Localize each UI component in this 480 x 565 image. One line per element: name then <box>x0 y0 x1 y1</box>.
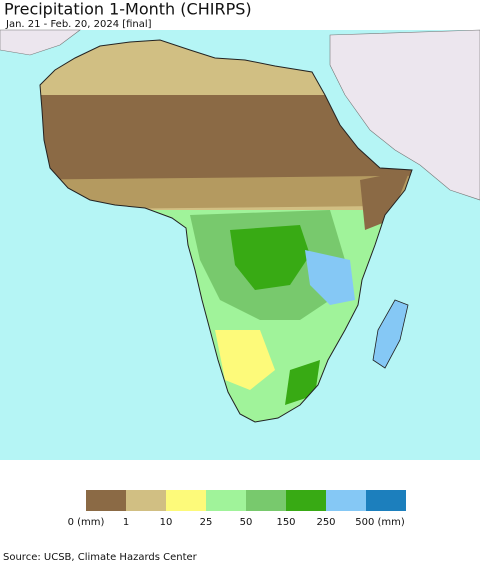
legend-label: 500 (mm) <box>355 517 405 528</box>
africa-outline <box>39 39 413 423</box>
legend-label: 150 <box>276 517 295 528</box>
legend: 0 (mm) 1 10 25 50 150 250 500 (mm) <box>68 490 406 528</box>
legend-swatch <box>126 490 166 511</box>
subtitle: Jan. 21 - Feb. 20, 2024 [final] <box>5 19 152 30</box>
legend-label: 50 <box>240 517 253 528</box>
legend-swatch <box>206 490 246 511</box>
legend-label: 10 <box>160 517 173 528</box>
legend-label: 25 <box>200 517 213 528</box>
legend-swatch <box>366 490 406 511</box>
land-outside <box>0 29 480 201</box>
madagascar <box>372 299 409 369</box>
legend-label: 0 (mm) <box>68 517 105 528</box>
legend-swatch <box>86 490 126 511</box>
legend-swatch <box>286 490 326 511</box>
source: Source: UCSB, Climate Hazards Center <box>3 552 198 563</box>
legend-swatch <box>246 490 286 511</box>
legend-swatch <box>166 490 206 511</box>
legend-label: 1 <box>123 517 129 528</box>
title: Precipitation 1-Month (CHIRPS) <box>4 0 252 19</box>
legend-swatch <box>326 490 366 511</box>
legend-label: 250 <box>316 517 335 528</box>
